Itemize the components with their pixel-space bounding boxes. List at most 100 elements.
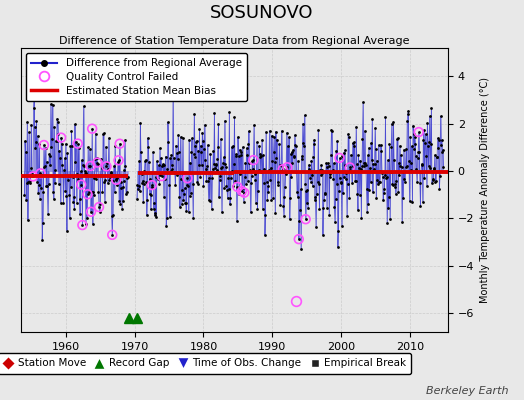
Point [430, 166, 438, 172]
Point [336, 175, 344, 181]
Point [33, 179, 41, 185]
Point [177, 134, 185, 140]
Point [329, 176, 337, 182]
Point [267, 197, 276, 204]
Point [79, 161, 87, 168]
Point [123, 175, 132, 182]
Point [430, 165, 439, 172]
Point [88, 126, 96, 132]
Point [35, 182, 43, 188]
Point [213, 156, 222, 162]
Point [338, 153, 346, 159]
Point [142, 178, 150, 185]
Point [220, 185, 228, 191]
Point [376, 178, 384, 185]
Point [407, 166, 415, 173]
Point [87, 208, 95, 215]
Point [201, 157, 210, 164]
Point [226, 195, 235, 201]
Point [118, 206, 126, 212]
Point [436, 173, 444, 180]
Point [426, 165, 434, 171]
Point [42, 183, 50, 189]
Point [251, 177, 259, 184]
Point [65, 192, 73, 198]
Point [240, 190, 248, 196]
Point [208, 206, 216, 212]
Point [214, 144, 222, 150]
Point [136, 188, 144, 195]
Point [422, 182, 431, 189]
Point [245, 128, 253, 134]
Point [134, 185, 142, 192]
Point [310, 136, 319, 143]
Point [95, 209, 104, 215]
Point [386, 216, 394, 222]
Point [376, 168, 385, 174]
Point [93, 154, 101, 161]
Point [425, 139, 433, 145]
Point [432, 178, 440, 184]
Point [40, 142, 48, 148]
Point [149, 149, 157, 155]
Point [137, 171, 146, 178]
Point [255, 142, 264, 149]
Point [147, 192, 156, 198]
Point [112, 176, 121, 183]
Point [64, 173, 73, 180]
Point [139, 180, 148, 187]
Point [70, 206, 79, 212]
Point [114, 157, 123, 164]
Point [367, 140, 375, 146]
Point [79, 103, 88, 110]
Point [425, 113, 434, 120]
Point [163, 166, 171, 172]
Point [336, 178, 345, 185]
Point [439, 164, 447, 170]
Point [233, 184, 242, 190]
Point [318, 167, 326, 174]
Point [189, 215, 198, 221]
Point [325, 212, 333, 218]
Point [283, 164, 291, 170]
Point [381, 114, 390, 120]
Point [40, 164, 49, 170]
Point [46, 153, 54, 159]
Point [198, 129, 206, 136]
Y-axis label: Monthly Temperature Anomaly Difference (°C): Monthly Temperature Anomaly Difference (… [480, 77, 490, 303]
Point [398, 168, 407, 175]
Point [397, 152, 405, 158]
Point [267, 165, 275, 171]
Point [361, 128, 369, 134]
Point [29, 173, 37, 180]
Point [47, 101, 55, 107]
Point [135, 158, 144, 164]
Point [402, 146, 410, 152]
Point [265, 127, 274, 134]
Point [92, 176, 101, 182]
Point [187, 148, 195, 155]
Point [148, 183, 157, 190]
Point [305, 175, 314, 181]
Point [293, 189, 301, 195]
Point [38, 236, 47, 243]
Point [88, 126, 96, 132]
Point [121, 163, 129, 170]
Point [297, 246, 305, 252]
Point [412, 153, 420, 160]
Point [359, 99, 367, 106]
Point [188, 135, 196, 141]
Point [299, 140, 308, 146]
Point [75, 196, 84, 202]
Point [410, 146, 418, 152]
Point [93, 159, 102, 166]
Point [102, 163, 111, 170]
Point [192, 138, 201, 144]
Point [244, 141, 253, 147]
Point [57, 134, 66, 141]
Point [90, 192, 98, 198]
Point [90, 174, 99, 181]
Point [37, 185, 45, 192]
Point [81, 168, 90, 174]
Point [418, 162, 427, 168]
